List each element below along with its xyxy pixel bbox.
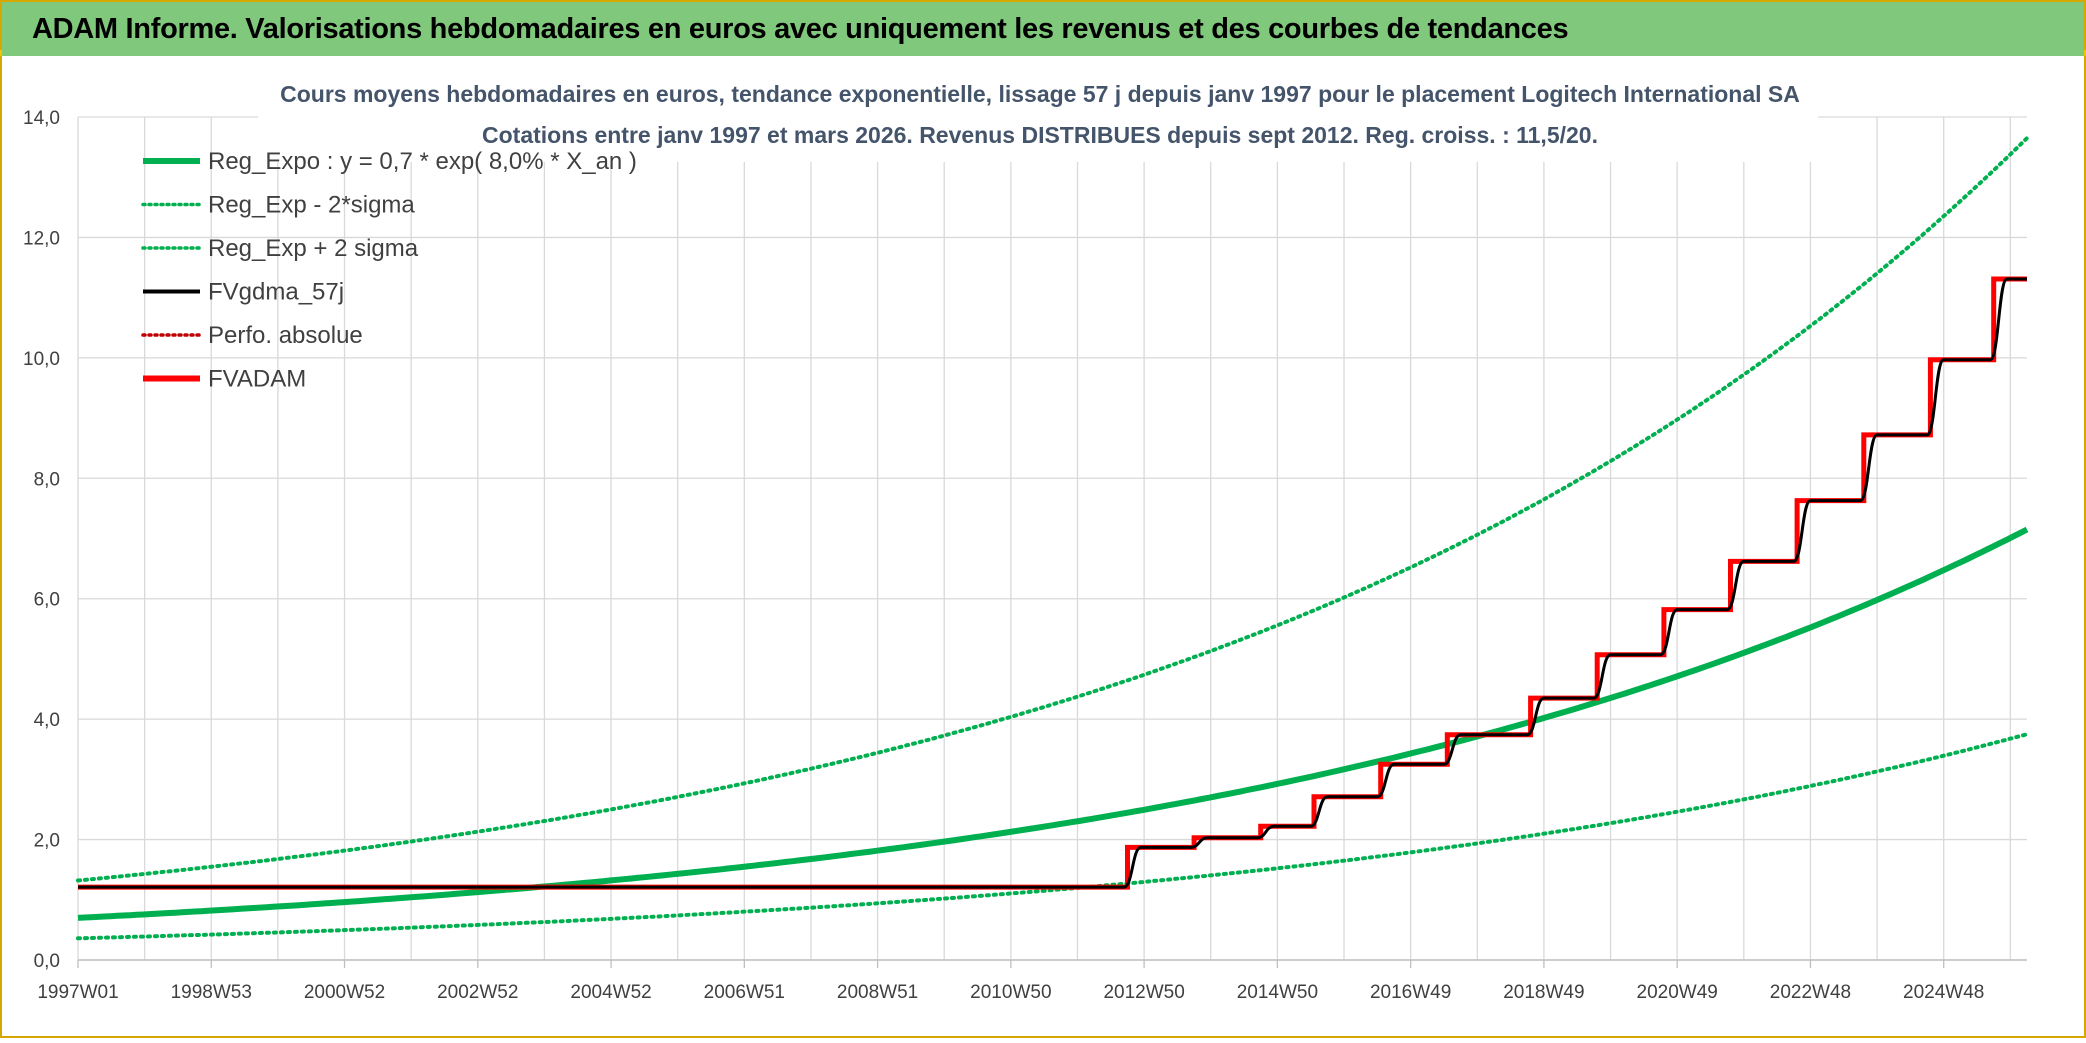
- legend-entry: Reg_Exp - 2*sigma: [141, 192, 415, 219]
- chart-legend: Reg_Expo : y = 0,7 * exp( 8,0% * X_an ) R…: [141, 148, 637, 393]
- chart-area: 0,0 2,0 4,0 6,0 8,0 10,0 12,0 14,0 1997W01 1998W5…: [0, 60, 2086, 1038]
- y-tick-label: 2,0: [34, 831, 60, 852]
- legend-label: FVADAM: [208, 366, 306, 393]
- y-tick-label: 10,0: [23, 349, 60, 370]
- x-tick-label: 2020W49: [1637, 982, 1718, 1003]
- x-tick-label: 2014W50: [1237, 982, 1318, 1003]
- legend-label: Reg_Expo : y = 0,7 * exp( 8,0% * X_an ): [208, 148, 637, 175]
- series-fvgdma-57j: [78, 277, 2027, 889]
- legend-entry: FVgdma_57j: [143, 279, 344, 306]
- x-tick-label: 2012W50: [1103, 982, 1184, 1003]
- x-tick-label: 2006W51: [704, 982, 785, 1003]
- series-reg-exp-plus-2sigma: [76, 136, 2029, 883]
- x-tick-label: 2016W49: [1370, 982, 1451, 1003]
- x-tick-label: 2022W48: [1770, 982, 1851, 1003]
- y-tick-label: 6,0: [34, 590, 60, 611]
- x-tick-label: 2004W52: [570, 982, 651, 1003]
- x-tick-label: 1997W01: [37, 982, 118, 1003]
- y-tick-label: 14,0: [23, 108, 60, 129]
- x-tick-label: 2000W52: [304, 982, 385, 1003]
- legend-label: Reg_Exp + 2 sigma: [208, 235, 419, 262]
- x-tick-label: 2018W49: [1503, 982, 1584, 1003]
- legend-label: FVgdma_57j: [208, 279, 344, 306]
- legend-entry: Perfo. absolue: [141, 322, 363, 349]
- report-header: ADAM Informe. Valorisations hebdomadaire…: [2, 2, 2084, 56]
- report-title: ADAM Informe. Valorisations hebdomadaire…: [32, 12, 1569, 45]
- x-tick-label: 1998W53: [171, 982, 252, 1003]
- chart-title-line1: Cours moyens hebdomadaires en euros, ten…: [280, 81, 1800, 107]
- x-tick-label: 2010W50: [970, 982, 1051, 1003]
- legend-entry: Reg_Expo : y = 0,7 * exp( 8,0% * X_an ): [143, 148, 637, 175]
- y-tick-label: 12,0: [23, 228, 60, 249]
- y-tick-label: 0,0: [34, 951, 60, 972]
- legend-entry: FVADAM: [143, 366, 306, 393]
- line-chart: 0,0 2,0 4,0 6,0 8,0 10,0 12,0 14,0 1997W01 1998W5…: [23, 62, 2029, 1003]
- axis-layer: 0,0 2,0 4,0 6,0 8,0 10,0 12,0 14,0 1997W01 1998W5…: [23, 108, 2027, 1003]
- series-reg-expo: [77, 526, 2029, 921]
- series-layer: [76, 136, 2029, 941]
- x-tick-label: 2024W48: [1903, 982, 1984, 1003]
- legend-label: Perfo. absolue: [208, 322, 363, 349]
- y-tick-label: 8,0: [34, 469, 60, 490]
- chart-title-line2: Cotations entre janv 1997 et mars 2026. …: [482, 122, 1598, 148]
- x-tick-label: 2002W52: [437, 982, 518, 1003]
- x-tick-label: 2008W51: [837, 982, 918, 1003]
- y-tick-label: 4,0: [34, 710, 60, 731]
- series-reg-exp-minus-2sigma: [76, 732, 2029, 941]
- legend-entry: Reg_Exp + 2 sigma: [141, 235, 419, 262]
- chart-title-background: [258, 62, 1818, 162]
- legend-label: Reg_Exp - 2*sigma: [208, 192, 415, 219]
